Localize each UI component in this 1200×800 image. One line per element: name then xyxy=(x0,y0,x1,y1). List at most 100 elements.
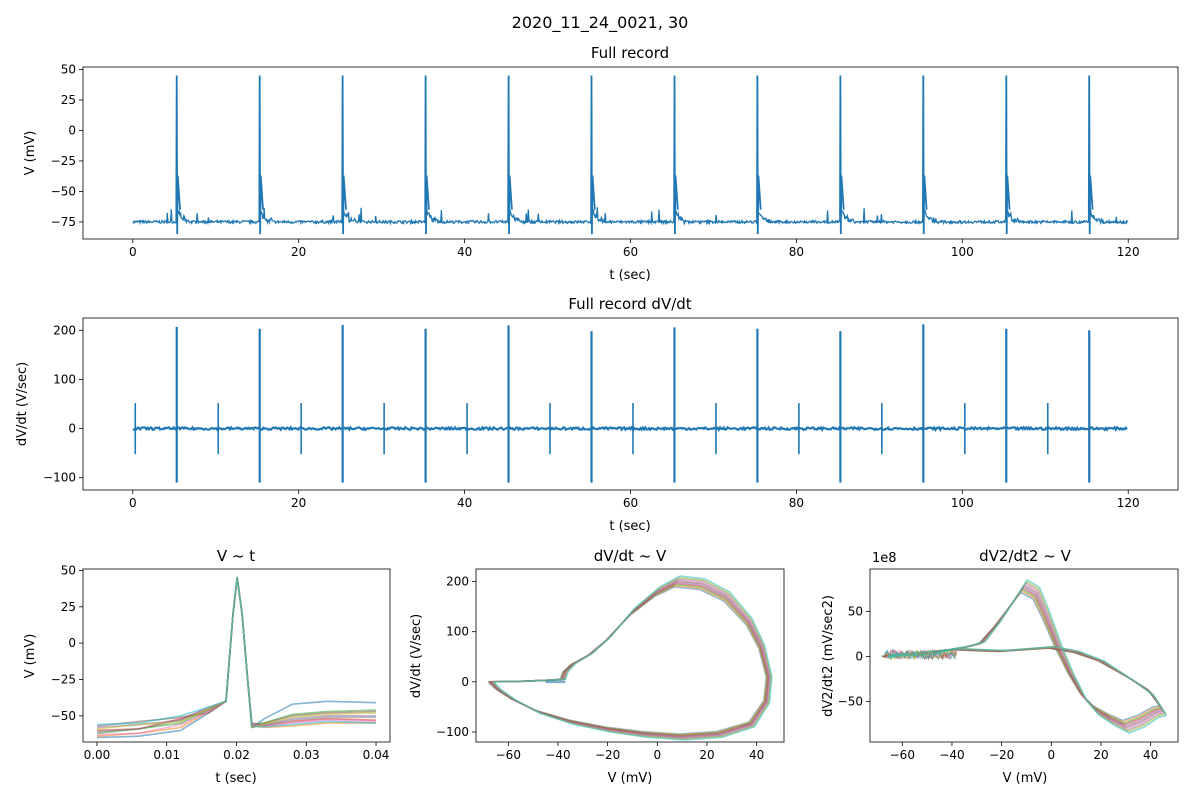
full-record-spike xyxy=(341,75,347,235)
phase-plot-ylabel: dV/dt (V/sec) xyxy=(409,614,424,698)
dvdt-record-ylabel: dV/dt (V/sec) xyxy=(15,362,30,446)
full-record-xtick-label: 40 xyxy=(457,245,472,259)
second-derivative-xlabel: V (mV) xyxy=(1003,771,1048,786)
full-record-ytick-label: 0 xyxy=(68,123,76,137)
v-t-ytick-label: −25 xyxy=(51,672,76,686)
full-record-ytick-label: −50 xyxy=(51,184,76,198)
phase-plot-ytick-label: 0 xyxy=(461,675,469,689)
full-record-trace xyxy=(132,206,1129,226)
second-derivative-ylabel: dV2/dt2 (mV/sec2) xyxy=(821,595,836,717)
full-record-spike xyxy=(424,75,430,235)
second-derivative-ytick-label: 0 xyxy=(855,649,863,663)
dvdt-record-xtick-label: 40 xyxy=(457,496,472,510)
full-record-spike xyxy=(258,75,264,235)
second-derivative-xtick-label: 20 xyxy=(1093,748,1108,762)
figure-suptitle: 2020_11_24_0021, 30 xyxy=(512,13,689,33)
phase-plot-axes: dV/dt ~ V V (mV) dV/dt (V/sec) −60 −40 −20… xyxy=(409,547,785,786)
full-record-spike xyxy=(756,75,762,235)
v-t-xtick-label: 0.00 xyxy=(84,748,111,762)
v-t-trace xyxy=(96,576,377,732)
full-record-axes: Full record t (sec) V (mV) 0 20 40 60 80 100 1… xyxy=(23,44,1179,283)
v-t-ylabel: V (mV) xyxy=(23,634,38,679)
second-derivative-downstroke xyxy=(888,645,1168,716)
v-t-trace xyxy=(96,576,376,729)
phase-plot-trace xyxy=(487,586,768,735)
second-derivative-noise xyxy=(884,648,957,661)
v-t-trace xyxy=(96,576,377,727)
dvdt-record-xtick-label: 120 xyxy=(1117,496,1140,510)
full-record-xtick-label: 20 xyxy=(291,245,306,259)
dvdt-record-xtick-label: 100 xyxy=(951,496,974,510)
second-derivative-noise xyxy=(884,649,957,661)
full-record-xlabel: t (sec) xyxy=(609,268,650,283)
phase-plot-frame xyxy=(475,568,785,743)
v-t-ytick-label: 50 xyxy=(61,563,76,577)
v-t-ytick-label: −50 xyxy=(51,709,76,723)
full-record-xtick-label: 80 xyxy=(789,245,804,259)
full-record-frame xyxy=(82,66,1179,240)
second-derivative-noise xyxy=(884,648,957,661)
dvdt-record-trace xyxy=(132,425,1128,433)
phase-plot-xlabel: V (mV) xyxy=(608,771,653,786)
v-t-ytick-label: 25 xyxy=(61,600,76,614)
dvdt-record-xtick-label: 80 xyxy=(789,496,804,510)
full-record-spike xyxy=(1005,75,1011,235)
phase-plot-xtick-label: 0 xyxy=(654,748,662,762)
full-record-xtick-label: 120 xyxy=(1117,245,1140,259)
v-t-title: V ~ t xyxy=(217,547,255,565)
full-record-spike xyxy=(922,75,928,235)
full-record-xtick-label: 100 xyxy=(951,245,974,259)
full-record-spike xyxy=(1087,75,1094,235)
dvdt-record-xtick-label: 20 xyxy=(291,496,306,510)
full-record-spike xyxy=(590,75,596,235)
v-t-xtick-label: 0.02 xyxy=(223,748,250,762)
v-t-trace xyxy=(96,576,377,728)
v-t-xlabel: t (sec) xyxy=(215,771,256,786)
second-derivative-xtick-label: −40 xyxy=(939,748,964,762)
second-derivative-xtick-label: −20 xyxy=(989,748,1014,762)
phase-plot-trace xyxy=(493,575,773,741)
second-derivative-xtick-label: 0 xyxy=(1048,748,1056,762)
second-derivative-offset-text: 1e8 xyxy=(872,551,897,566)
phase-plot-trace xyxy=(488,583,769,737)
full-record-ytick-label: −75 xyxy=(51,215,76,229)
full-record-spike xyxy=(673,75,679,235)
full-record-xtick-label: 60 xyxy=(623,245,638,259)
full-record-spike xyxy=(175,75,181,235)
dvdt-record-title: Full record dV/dt xyxy=(568,295,691,313)
second-derivative-xtick-label: 40 xyxy=(1143,748,1158,762)
full-record-ylabel: V (mV) xyxy=(23,131,38,176)
phase-plot-xtick-label: 40 xyxy=(749,748,764,762)
phase-plot-ytick-label: 200 xyxy=(446,575,469,589)
v-t-frame xyxy=(82,568,391,743)
phase-plot-trace xyxy=(489,582,770,737)
phase-plot-title: dV/dt ~ V xyxy=(594,547,667,565)
second-derivative-axes: dV2/dt2 ~ V V (mV) dV2/dt2 (mV/sec2) 1e8… xyxy=(821,547,1179,786)
phase-plot-trace xyxy=(488,584,768,736)
second-derivative-xtick-label: −60 xyxy=(890,748,915,762)
full-record-spike xyxy=(507,75,513,235)
dvdt-record-ytick-label: 0 xyxy=(68,422,76,436)
dvdt-record-axes: Full record dV/dt t (sec) dV/dt (V/sec) … xyxy=(15,295,1179,534)
v-t-axes: V ~ t t (sec) V (mV) 0.00 0.01 0.02 0.03 0.0… xyxy=(23,547,391,786)
v-t-trace xyxy=(96,576,377,730)
phase-plot-xtick-label: −40 xyxy=(545,748,570,762)
phase-plot-ytick-label: 100 xyxy=(446,625,469,639)
full-record-xtick-label: 0 xyxy=(129,245,137,259)
dvdt-record-ytick-label: 200 xyxy=(53,323,76,337)
dvdt-record-ytick-label: 100 xyxy=(53,372,76,386)
dvdt-record-frame xyxy=(82,317,1179,491)
v-t-trace xyxy=(96,576,377,735)
dvdt-record-xtick-label: 60 xyxy=(623,496,638,510)
second-derivative-noise xyxy=(884,649,957,661)
phase-plot-xtick-label: 20 xyxy=(699,748,714,762)
second-derivative-ytick-label: −50 xyxy=(838,694,863,708)
dvdt-record-ytick-label: −100 xyxy=(43,471,76,485)
full-record-title: Full record xyxy=(591,44,669,62)
v-t-xtick-label: 0.04 xyxy=(363,748,390,762)
v-t-ytick-label: 0 xyxy=(68,636,76,650)
v-t-xtick-label: 0.03 xyxy=(293,748,320,762)
full-record-spike xyxy=(839,75,845,235)
full-record-ytick-label: 50 xyxy=(61,62,76,76)
dvdt-record-xlabel: t (sec) xyxy=(609,519,650,534)
